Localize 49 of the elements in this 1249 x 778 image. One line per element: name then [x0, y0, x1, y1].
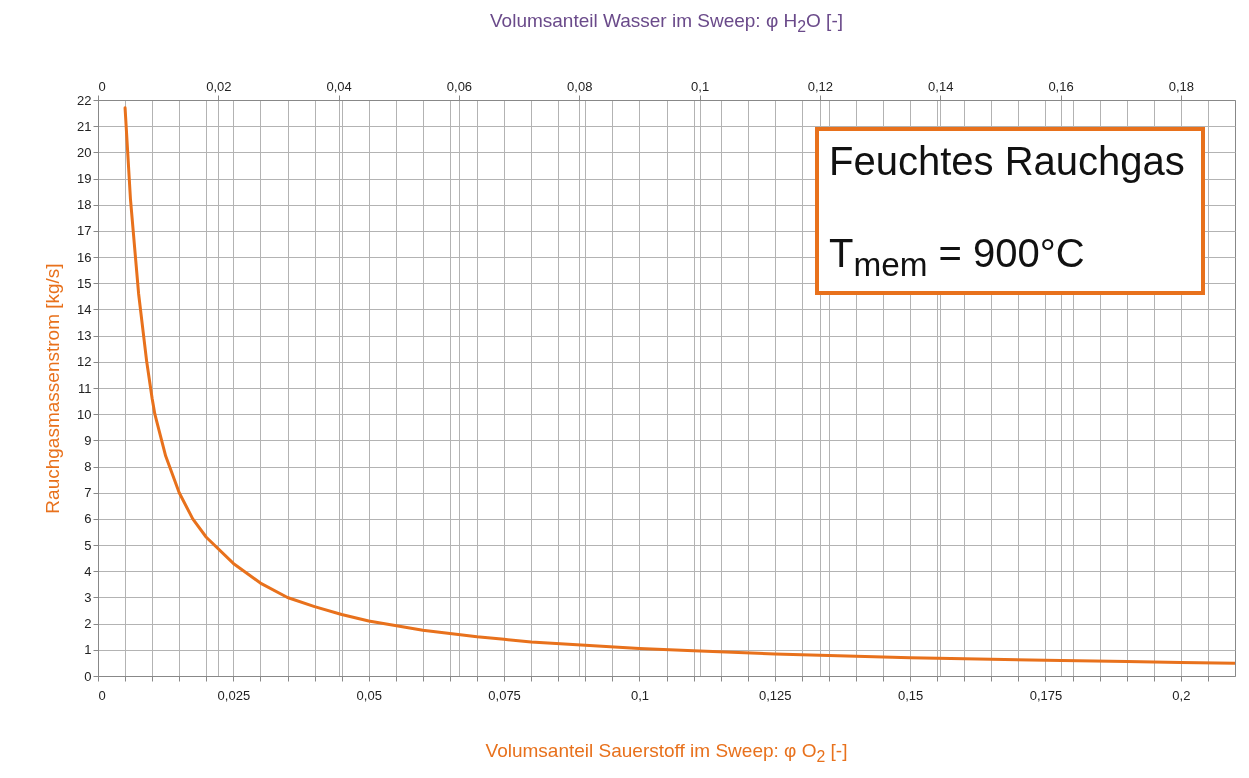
y-tick-label: 9 — [84, 432, 92, 448]
y-tick-label: 0 — [84, 668, 92, 684]
y-tick-label: 17 — [77, 223, 92, 239]
x2-tick-label: 0,12 — [807, 78, 834, 94]
annotation: Feuchtes Rauchgas — [829, 139, 1185, 184]
line-series — [123, 106, 1235, 665]
y-tick-label: 7 — [84, 485, 92, 501]
x2-tick-label: 0 — [98, 78, 106, 94]
y-tick-label: 3 — [84, 589, 92, 605]
y-tick-label: 19 — [77, 171, 92, 187]
label-box: Feuchtes Rauchgas T$_{mem}$ = 900°C — [815, 127, 1205, 295]
x2-tick-label: 0,14 — [928, 78, 954, 94]
y-tick-label: 1 — [84, 642, 92, 658]
x-tick-label: 0,1 — [630, 687, 649, 703]
y-tick-label: 13 — [77, 328, 92, 344]
y-tick-label: 14 — [77, 301, 92, 317]
y-tick-label: 16 — [77, 249, 92, 265]
x2-tick-label: 0,04 — [326, 78, 352, 94]
y-tick-label: 15 — [77, 275, 92, 291]
y-tick-label: 21 — [77, 118, 92, 134]
x-tick-label: 0,125 — [759, 687, 792, 703]
x2-tick-label: 0,18 — [1168, 78, 1195, 94]
x-axis-title: Volumsanteil Sauerstoff im Sweep: φ O$_{2}$ [-] — [484, 740, 849, 766]
y-tick-label: 8 — [84, 459, 92, 475]
annotation: T$_{mem}$ = 900°C — [829, 231, 1085, 284]
y-tick-label: 12 — [77, 354, 92, 370]
y-axis-title: Rauchgasmassenstrom [kg/s] — [42, 263, 64, 514]
x2-tick-label: 0,06 — [446, 78, 473, 94]
y-tick-label: 11 — [78, 380, 92, 396]
y-tick-label: 22 — [77, 92, 92, 108]
y-tick-label: 18 — [77, 197, 92, 213]
y-tick-label: 4 — [84, 563, 92, 579]
y-tick-label: 10 — [77, 406, 92, 422]
y-tick-label: 6 — [84, 511, 92, 527]
x2-tick-label: 0,1 — [691, 78, 710, 94]
y-tick-label: 2 — [84, 616, 92, 632]
y-tick-label: 20 — [77, 144, 92, 160]
x-tick-label: 0,175 — [1029, 687, 1063, 703]
x2-tick-label: 0,08 — [567, 78, 593, 94]
x-tick-label: 0 — [98, 687, 106, 703]
x2-axis-title: Volumsanteil Wasser im Sweep: φ H$_{2}$O [-] — [488, 10, 844, 36]
x2-tick-label: 0,16 — [1048, 78, 1074, 94]
x-tick-label: 0,05 — [356, 687, 382, 703]
y-tick-label: 5 — [84, 537, 92, 553]
x-tick-label: 0,2 — [1172, 687, 1191, 703]
x-tick-label: 0,025 — [217, 687, 251, 703]
x-tick-label: 0,15 — [897, 687, 924, 703]
x-tick-label: 0,075 — [488, 687, 521, 703]
x2-tick-label: 0,02 — [206, 78, 232, 94]
